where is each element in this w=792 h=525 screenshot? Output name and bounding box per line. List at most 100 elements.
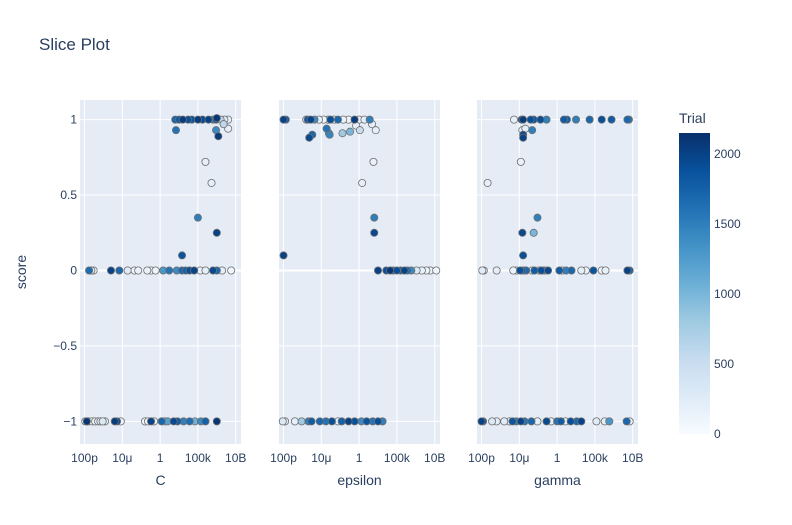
data-point (165, 266, 174, 275)
data-point (623, 266, 632, 275)
data-point (227, 266, 236, 275)
x-axis-label-gamma: gamma (534, 472, 581, 488)
data-point (519, 115, 528, 124)
data-point (544, 266, 553, 275)
data-point (556, 417, 565, 426)
data-point (597, 115, 606, 124)
chart-title: Slice Plot (39, 35, 110, 54)
x-tick-label: 10B (622, 451, 643, 465)
data-point (566, 417, 575, 426)
x-tick-label: 1 (554, 451, 561, 465)
data-point (344, 417, 353, 426)
x-tick-label: 10μ (311, 451, 331, 465)
data-point (327, 417, 336, 426)
data-point (589, 266, 598, 275)
x-tick-label: 10μ (112, 451, 132, 465)
colorbar-tick-label: 500 (714, 357, 734, 371)
data-point (346, 127, 355, 136)
data-point (516, 157, 525, 166)
data-point (555, 266, 564, 275)
x-tick-label: 10B (225, 451, 246, 465)
data-point (207, 178, 216, 187)
data-point (185, 417, 194, 426)
data-point (358, 178, 367, 187)
data-point (204, 115, 213, 124)
data-point (315, 417, 324, 426)
data-point (400, 266, 409, 275)
data-point (374, 417, 383, 426)
data-point (370, 213, 379, 222)
y-tick-label: −1 (63, 414, 77, 428)
data-point (526, 115, 535, 124)
data-point (478, 266, 487, 275)
data-point (279, 251, 288, 260)
x-tick-label: 100p (71, 451, 98, 465)
data-point (601, 266, 610, 275)
x-tick-label: 100k (185, 451, 212, 465)
data-point (542, 417, 551, 426)
data-point (169, 417, 178, 426)
y-tick-label: 1 (70, 113, 77, 127)
data-point (518, 228, 527, 237)
data-point (508, 417, 517, 426)
data-point (537, 266, 546, 275)
data-point (134, 266, 143, 275)
data-point (212, 417, 221, 426)
y-tick-label: 0 (70, 263, 77, 277)
data-point (567, 266, 576, 275)
colorbar-title: Trial (679, 110, 706, 126)
data-point (151, 266, 160, 275)
data-point (530, 266, 539, 275)
data-point (607, 115, 616, 124)
data-point (322, 124, 331, 133)
data-point (536, 115, 545, 124)
data-point (110, 417, 119, 426)
data-point (115, 266, 124, 275)
data-point (622, 417, 631, 426)
data-point (370, 228, 379, 237)
data-point (201, 417, 210, 426)
data-point (605, 417, 614, 426)
colorbar-tick-label: 0 (714, 427, 721, 441)
y-tick-label: 0.5 (60, 188, 77, 202)
data-point (355, 126, 364, 135)
data-point (369, 157, 378, 166)
data-point (219, 120, 228, 129)
data-point (201, 157, 210, 166)
data-point (374, 266, 383, 275)
data-point (371, 126, 380, 135)
data-point (516, 266, 525, 275)
data-point (577, 417, 586, 426)
data-point (278, 417, 287, 426)
y-tick-label: −0.5 (53, 339, 77, 353)
x-tick-label: 10μ (509, 451, 529, 465)
data-point (337, 417, 346, 426)
data-point (509, 266, 518, 275)
x-axis-label-epsilon: epsilon (337, 472, 381, 488)
data-point (362, 417, 371, 426)
colorbar-tick-label: 1500 (714, 217, 741, 231)
data-point (279, 115, 288, 124)
data-point (500, 417, 509, 426)
data-point (212, 228, 221, 237)
subplot-C: 100p 10μ 1 100k 10B 1 0.5 0 −1 −0.5 C (53, 100, 246, 488)
data-point (483, 178, 492, 187)
trial-colorbar: Trial 0 500 1000 1500 2000 (679, 110, 741, 441)
data-point (193, 213, 202, 222)
data-point (307, 417, 316, 426)
data-point (585, 115, 594, 124)
data-point (178, 115, 187, 124)
subplot-epsilon: 100p 10μ 1 100k 10B epsilon (270, 100, 445, 488)
colorbar-gradient (679, 133, 710, 434)
data-point (193, 115, 202, 124)
data-point (392, 266, 401, 275)
data-point (212, 114, 221, 123)
data-point (519, 133, 528, 142)
x-tick-label: 100k (582, 451, 609, 465)
data-point (214, 132, 223, 141)
colorbar-tick-label: 1000 (714, 287, 741, 301)
data-point (85, 266, 94, 275)
data-point (492, 266, 501, 275)
